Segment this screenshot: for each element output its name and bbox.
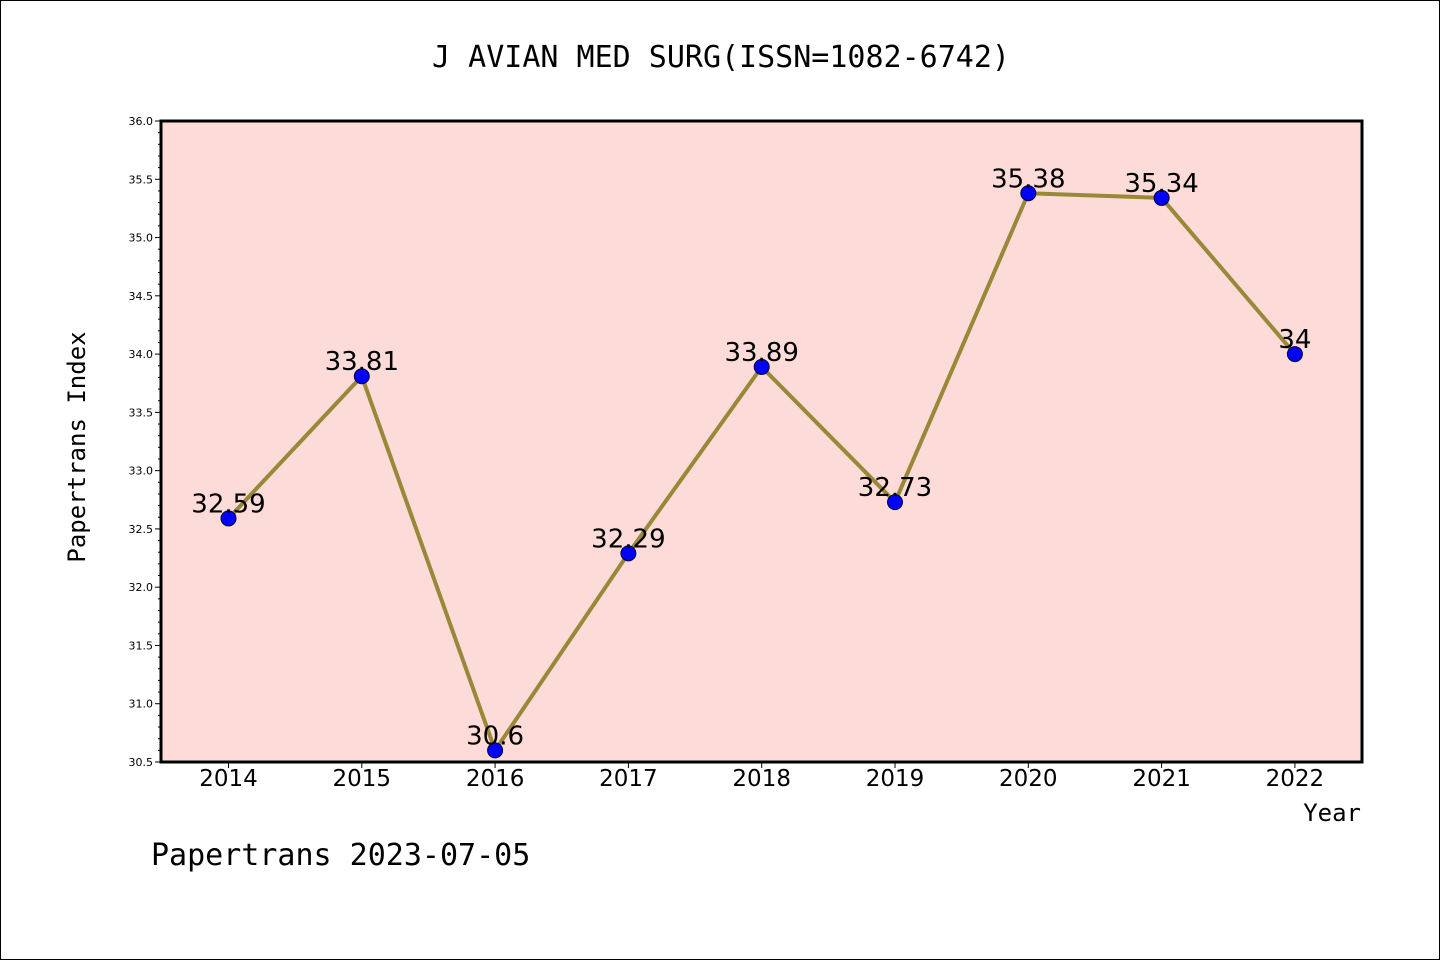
data-label-2017: 32.29 [591, 524, 665, 554]
y-tick-label: 34.0 [129, 348, 154, 361]
x-tick-label: 2016 [466, 766, 525, 792]
y-tick-label: 35.0 [129, 232, 154, 245]
x-tick-label: 2015 [333, 766, 392, 792]
data-labels: 32.59 33.81 30.6 32.29 33.89 32.73 35.38 35.34 3… [191, 164, 1311, 751]
x-axis: 2014 2015 2016 2017 2018 2019 2020 2021 2022 [199, 762, 1324, 792]
data-label-2014: 32.59 [191, 489, 265, 519]
x-tick-label: 2020 [999, 766, 1058, 792]
data-point-2016 [487, 742, 504, 759]
data-label-2019: 32.73 [858, 473, 932, 503]
data-label-2021: 35.34 [1124, 169, 1198, 199]
plot-area [161, 121, 1362, 762]
plot-border [159, 119, 1364, 764]
y-tick-label: 31.0 [129, 698, 154, 711]
chart-title: J AVIAN MED SURG(ISSN=1082-6742) [432, 40, 1010, 75]
x-tick-label: 2018 [732, 766, 791, 792]
x-tick-label: 2017 [599, 766, 658, 792]
y-tick-label: 31.5 [129, 639, 154, 652]
data-point-2019 [887, 494, 903, 511]
y-tick-label: 35.5 [129, 173, 154, 186]
y-axis-label: Papertrans Index [63, 331, 91, 562]
x-tick-label: 2022 [1266, 766, 1325, 792]
data-point-2017 [620, 545, 637, 562]
data-label-2015: 33.81 [325, 347, 399, 377]
y-axis: 30.5 31.0 31.5 32.0 32.5 33.0 33.5 34.0 34.5 35.0… [129, 115, 161, 769]
footer-date: Papertrans 2023-07-05 [151, 838, 530, 873]
y-tick-label: 33.5 [129, 406, 154, 419]
y-tick-label: 30.5 [129, 756, 154, 769]
data-point-2018 [753, 358, 770, 375]
y-tick-label: 34.5 [129, 290, 154, 303]
data-point-2022 [1286, 346, 1303, 363]
data-point-2015 [353, 368, 370, 385]
x-tick-label: 2014 [199, 766, 258, 792]
data-point-2021 [1153, 189, 1170, 206]
data-label-2022: 34 [1278, 325, 1311, 355]
y-tick-label: 33.0 [129, 465, 154, 478]
y-tick-label: 32.5 [129, 523, 154, 536]
data-label-2020: 35.38 [991, 164, 1065, 194]
y-tick-label: 36.0 [129, 115, 154, 128]
series-layer [220, 185, 1303, 759]
y-tick-label: 32.0 [129, 581, 154, 594]
data-point-2020 [1020, 185, 1037, 202]
data-label-2018: 33.89 [724, 338, 798, 368]
x-tick-label: 2021 [1132, 766, 1191, 792]
data-label-2016: 30.6 [466, 721, 524, 751]
x-tick-label: 2019 [866, 766, 925, 792]
data-point-2014 [220, 510, 237, 527]
x-axis-label: Year [1303, 799, 1361, 827]
